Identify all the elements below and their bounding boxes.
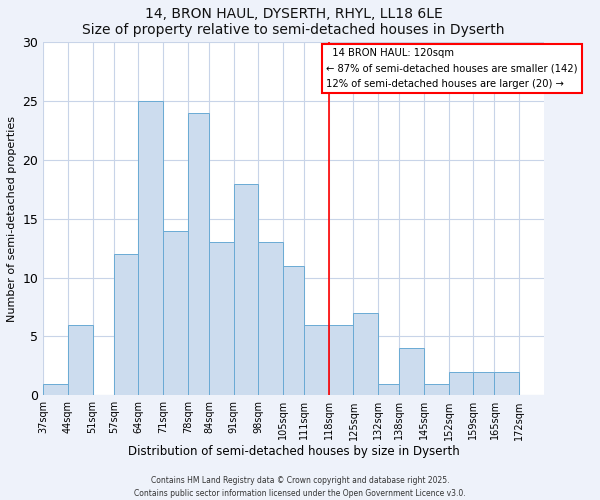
Bar bbox=[258, 242, 283, 396]
Bar bbox=[43, 384, 68, 396]
Bar bbox=[473, 372, 494, 396]
Bar bbox=[399, 348, 424, 396]
Bar bbox=[188, 113, 209, 396]
X-axis label: Distribution of semi-detached houses by size in Dyserth: Distribution of semi-detached houses by … bbox=[128, 445, 460, 458]
Bar bbox=[424, 384, 449, 396]
Bar bbox=[68, 324, 92, 396]
Bar bbox=[139, 102, 163, 396]
Bar bbox=[353, 313, 378, 396]
Bar bbox=[494, 372, 519, 396]
Text: Contains HM Land Registry data © Crown copyright and database right 2025.
Contai: Contains HM Land Registry data © Crown c… bbox=[134, 476, 466, 498]
Bar bbox=[378, 384, 399, 396]
Bar bbox=[233, 184, 258, 396]
Bar bbox=[283, 266, 304, 396]
Bar bbox=[329, 324, 353, 396]
Title: 14, BRON HAUL, DYSERTH, RHYL, LL18 6LE
Size of property relative to semi-detache: 14, BRON HAUL, DYSERTH, RHYL, LL18 6LE S… bbox=[82, 7, 505, 37]
Bar bbox=[209, 242, 233, 396]
Bar bbox=[304, 324, 329, 396]
Text: 14 BRON HAUL: 120sqm  
← 87% of semi-detached houses are smaller (142)
12% of se: 14 BRON HAUL: 120sqm ← 87% of semi-detac… bbox=[326, 48, 578, 89]
Bar bbox=[114, 254, 139, 396]
Bar bbox=[449, 372, 473, 396]
Bar bbox=[163, 230, 188, 396]
Y-axis label: Number of semi-detached properties: Number of semi-detached properties bbox=[7, 116, 17, 322]
